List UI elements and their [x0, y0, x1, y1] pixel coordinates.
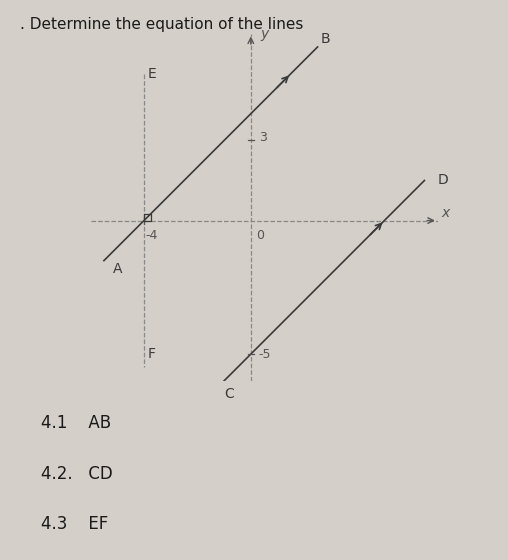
Text: 4.1    AB: 4.1 AB	[41, 414, 111, 432]
Text: -5: -5	[258, 348, 270, 361]
Text: 3: 3	[259, 131, 267, 144]
Text: B: B	[321, 32, 330, 46]
Text: -4: -4	[146, 228, 158, 242]
Text: 0: 0	[256, 228, 264, 242]
Text: D: D	[438, 174, 449, 188]
Text: x: x	[441, 206, 450, 220]
Text: . Determine the equation of the lines: . Determine the equation of the lines	[20, 17, 304, 32]
Text: F: F	[148, 347, 156, 361]
Text: A: A	[112, 262, 122, 276]
Text: y: y	[260, 27, 268, 41]
Text: C: C	[225, 387, 234, 401]
Text: E: E	[148, 67, 156, 81]
Text: 4.2.   CD: 4.2. CD	[41, 465, 112, 483]
Text: 4.3    EF: 4.3 EF	[41, 515, 108, 533]
